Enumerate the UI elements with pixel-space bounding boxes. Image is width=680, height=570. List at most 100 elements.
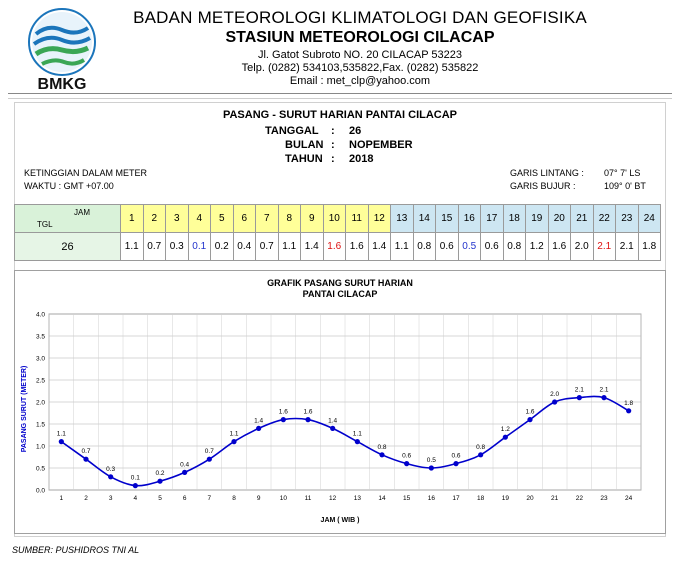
hour-header: 22 [592, 204, 616, 233]
y-tick-label: 1.5 [36, 422, 45, 429]
data-label: 1.4 [328, 417, 337, 424]
data-point [330, 425, 336, 431]
letterhead: BMKG BADAN METEOROLOGI KLIMATOLOGI DAN G… [0, 0, 680, 96]
x-tick-label: 18 [477, 495, 485, 502]
y-tick-label: 4.0 [36, 312, 45, 319]
hour-header: 5 [210, 204, 234, 233]
x-tick-label: 1 [60, 495, 64, 502]
data-label: 0.7 [81, 448, 90, 455]
hour-header: 1 [120, 204, 144, 233]
x-tick-label: 8 [232, 495, 236, 502]
source-note: SUMBER: PUSHIDROS TNI AL [12, 545, 140, 555]
value-cell: 2.0 [570, 232, 594, 261]
value-cell-high: 1.6 [322, 232, 346, 261]
data-point [478, 452, 484, 458]
x-tick-label: 12 [329, 495, 337, 502]
x-tick-label: 21 [551, 495, 559, 502]
data-point [132, 483, 138, 489]
data-label: 1.6 [303, 409, 312, 416]
data-label: 1.1 [57, 431, 66, 438]
value-cell: 1.1 [277, 232, 301, 261]
value-cell: 0.8 [502, 232, 526, 261]
data-label: 0.7 [205, 448, 214, 455]
data-point [552, 399, 558, 405]
data-point [305, 417, 311, 423]
x-tick-label: 20 [526, 495, 534, 502]
data-label: 1.2 [501, 426, 510, 433]
report-title: PASANG - SURUT HARIAN PANTAI CILACAP [222, 109, 458, 121]
hour-header: 2 [142, 204, 166, 233]
x-tick-label: 24 [625, 495, 633, 502]
day-cell: 26 [14, 232, 121, 261]
value-cell: 0.6 [480, 232, 504, 261]
data-label: 0.1 [131, 475, 140, 482]
hour-header: 21 [570, 204, 594, 233]
data-point [626, 408, 632, 414]
data-label: 0.6 [402, 453, 411, 460]
value-cell: 0.7 [255, 232, 279, 261]
hour-header: 19 [525, 204, 549, 233]
data-label: 2.1 [599, 387, 608, 394]
data-label: 0.8 [377, 444, 386, 451]
x-tick-label: 19 [502, 495, 510, 502]
date-value: NOPEMBER [349, 139, 413, 151]
hour-header: 13 [390, 204, 414, 233]
data-point [502, 434, 508, 440]
data-point [453, 461, 459, 467]
x-tick-label: 13 [354, 495, 362, 502]
date-sep: : [331, 139, 335, 151]
hour-header: 17 [480, 204, 504, 233]
data-point [182, 469, 188, 475]
data-label: 1.1 [229, 431, 238, 438]
data-label: 0.8 [476, 444, 485, 451]
hour-header: 20 [547, 204, 571, 233]
hour-header: 11 [345, 204, 369, 233]
date-field-bulan: BULAN : NOPEMBER [265, 139, 465, 153]
value-cell: 0.8 [412, 232, 436, 261]
data-point [108, 474, 114, 480]
data-point [428, 465, 434, 471]
value-cell: 2.1 [615, 232, 639, 261]
data-point [379, 452, 385, 458]
x-tick-label: 4 [134, 495, 138, 502]
date-field-tanggal: TANGGAL : 26 [265, 125, 465, 139]
date-label: BULAN [285, 139, 324, 151]
value-cell: 0.6 [435, 232, 459, 261]
y-tick-label: 2.5 [36, 378, 45, 385]
longitude-label: GARIS BUJUR : [510, 181, 576, 191]
hour-header: 23 [615, 204, 639, 233]
data-point [256, 425, 262, 431]
y-tick-label: 3.0 [36, 356, 45, 363]
date-label: TAHUN [285, 153, 323, 165]
value-cell: 1.2 [525, 232, 549, 261]
data-label: 1.1 [353, 431, 362, 438]
hour-header: 10 [322, 204, 346, 233]
divider [8, 93, 672, 94]
longitude-value: 109° 0' BT [604, 181, 646, 191]
latitude-label: GARIS LINTANG : [510, 168, 584, 178]
y-tick-label: 0.0 [36, 488, 45, 495]
table-row: 26 1.1 0.7 0.3 0.1 0.2 0.4 0.7 1.1 1.4 1… [14, 232, 661, 261]
x-tick-label: 3 [109, 495, 113, 502]
hour-header: 16 [457, 204, 481, 233]
data-label: 0.3 [106, 466, 115, 473]
date-value: 26 [349, 125, 362, 137]
hour-header: 6 [232, 204, 256, 233]
value-cell: 1.1 [120, 232, 144, 261]
x-tick-label: 7 [208, 495, 212, 502]
data-point [601, 395, 607, 401]
data-point [404, 461, 410, 467]
value-cell-low: 0.5 [457, 232, 481, 261]
data-label: 1.8 [624, 400, 633, 407]
y-tick-label: 1.0 [36, 444, 45, 451]
hour-header: 9 [300, 204, 324, 233]
data-point [206, 456, 212, 462]
hour-header: 15 [435, 204, 459, 233]
value-cell-low: 0.1 [187, 232, 211, 261]
chart-ylabel: PASANG SURUT (METER) [21, 366, 28, 453]
x-tick-label: 16 [428, 495, 436, 502]
y-tick-label: 3.5 [36, 334, 45, 341]
data-label: 1.6 [525, 409, 534, 416]
x-tick-label: 23 [600, 495, 608, 502]
data-label: 2.0 [550, 391, 559, 398]
